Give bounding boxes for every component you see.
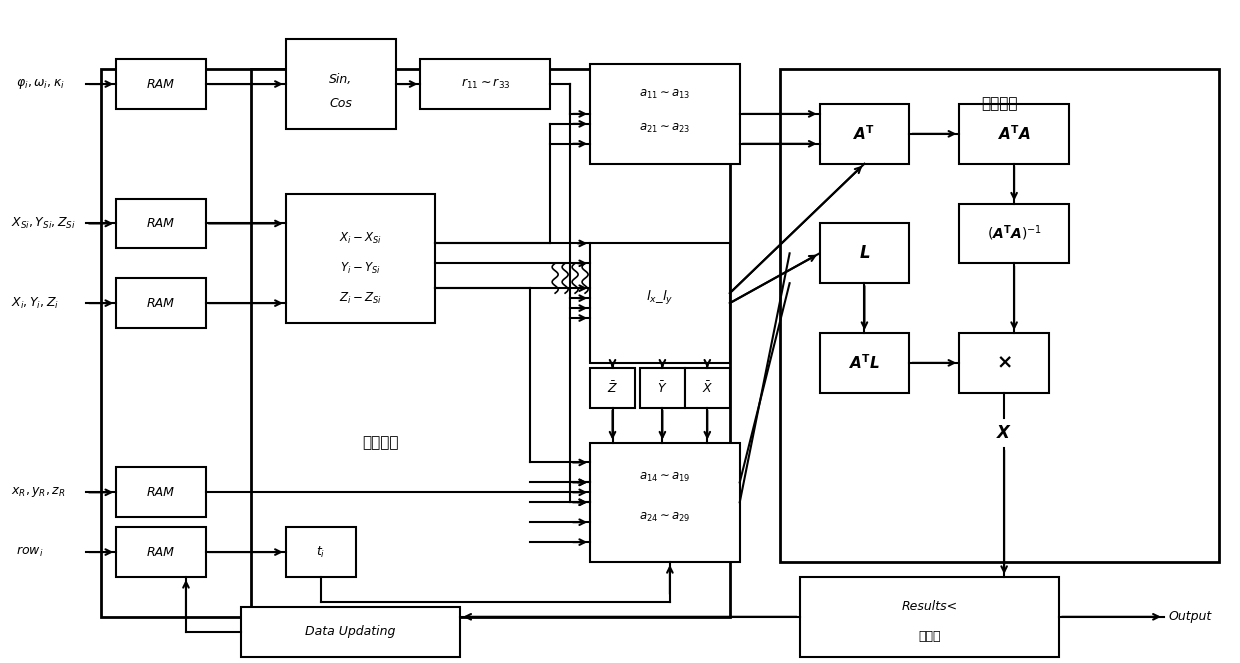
FancyBboxPatch shape [590,368,635,408]
FancyBboxPatch shape [590,442,740,562]
Text: RAM: RAM [148,217,175,230]
FancyBboxPatch shape [820,333,909,392]
Text: $\boldsymbol{A}^\mathbf{T}\boldsymbol{A}$: $\boldsymbol{A}^\mathbf{T}\boldsymbol{A}… [997,125,1030,143]
Text: 参数计算: 参数计算 [362,435,399,450]
Text: $a_{21}{\sim}a_{23}$: $a_{21}{\sim}a_{23}$ [639,122,691,135]
FancyBboxPatch shape [820,223,909,283]
FancyBboxPatch shape [117,467,206,517]
FancyBboxPatch shape [640,368,684,408]
FancyBboxPatch shape [960,104,1069,164]
FancyBboxPatch shape [117,278,206,328]
Text: $x_R, y_R, z_R$: $x_R, y_R, z_R$ [11,485,66,499]
FancyBboxPatch shape [780,69,1219,562]
Text: $a_{24}{\sim}a_{29}$: $a_{24}{\sim}a_{29}$ [640,511,691,524]
Text: $l_x\_l_y$: $l_x\_l_y$ [646,289,673,307]
Text: $r_{11}{\sim}r_{33}$: $r_{11}{\sim}r_{33}$ [460,77,510,91]
Text: RAM: RAM [148,296,175,310]
Text: $a_{11}{\sim}a_{13}$: $a_{11}{\sim}a_{13}$ [639,88,691,101]
FancyBboxPatch shape [820,104,909,164]
Text: $Y_i - Y_{Si}$: $Y_i - Y_{Si}$ [340,261,381,276]
FancyBboxPatch shape [285,527,356,577]
Text: $\bar{Y}$: $\bar{Y}$ [657,380,667,396]
FancyBboxPatch shape [684,368,730,408]
Text: Results<: Results< [901,600,957,613]
Text: 阈值？: 阈值？ [918,631,941,643]
FancyBboxPatch shape [800,577,1059,656]
FancyBboxPatch shape [285,194,435,323]
Text: $t_i$: $t_i$ [316,544,325,560]
Text: $(\boldsymbol{A}^\mathbf{T}\boldsymbol{A})^{-1}$: $(\boldsymbol{A}^\mathbf{T}\boldsymbol{A… [987,223,1042,243]
FancyBboxPatch shape [102,69,381,617]
Text: $a_{14}{\sim}a_{19}$: $a_{14}{\sim}a_{19}$ [639,471,691,484]
Text: $\boldsymbol{A}^\mathbf{T}\boldsymbol{L}$: $\boldsymbol{A}^\mathbf{T}\boldsymbol{L}… [849,353,880,372]
FancyBboxPatch shape [117,59,206,109]
Text: $\bar{Z}$: $\bar{Z}$ [606,380,618,396]
Text: $X_{Si}, Y_{Si}, Z_{Si}$: $X_{Si}, Y_{Si}, Z_{Si}$ [11,216,76,231]
Text: 平差计算: 平差计算 [981,96,1017,111]
FancyBboxPatch shape [117,198,206,249]
Text: $row_i$: $row_i$ [16,545,43,559]
Text: $\varphi_i, \omega_i, \kappa_i$: $\varphi_i, \omega_i, \kappa_i$ [16,77,66,91]
FancyBboxPatch shape [117,527,206,577]
Text: $\boldsymbol{L}$: $\boldsymbol{L}$ [859,245,870,263]
Text: $X_i - X_{Si}$: $X_i - X_{Si}$ [339,231,382,246]
Text: RAM: RAM [148,486,175,499]
FancyBboxPatch shape [590,64,740,164]
FancyBboxPatch shape [250,69,730,617]
FancyBboxPatch shape [590,243,730,363]
Text: RAM: RAM [148,78,175,91]
Text: Cos: Cos [329,97,352,111]
Text: Output: Output [1169,611,1211,623]
FancyBboxPatch shape [420,59,551,109]
Text: Data Updating: Data Updating [305,625,396,638]
Text: RAM: RAM [148,546,175,558]
Text: Sin,: Sin, [329,72,352,86]
FancyBboxPatch shape [241,607,460,656]
Text: $X_i, Y_i, Z_i$: $X_i, Y_i, Z_i$ [11,296,60,311]
Text: $\boldsymbol{X}$: $\boldsymbol{X}$ [996,424,1012,442]
Text: $Z_i - Z_{Si}$: $Z_i - Z_{Si}$ [339,290,382,306]
FancyBboxPatch shape [960,204,1069,263]
Text: $\bar{X}$: $\bar{X}$ [702,380,713,396]
Text: $\mathbf{\times}$: $\mathbf{\times}$ [996,353,1012,373]
Text: $\boldsymbol{A}^\mathbf{T}$: $\boldsymbol{A}^\mathbf{T}$ [853,125,875,143]
FancyBboxPatch shape [285,39,396,129]
FancyBboxPatch shape [960,333,1049,392]
